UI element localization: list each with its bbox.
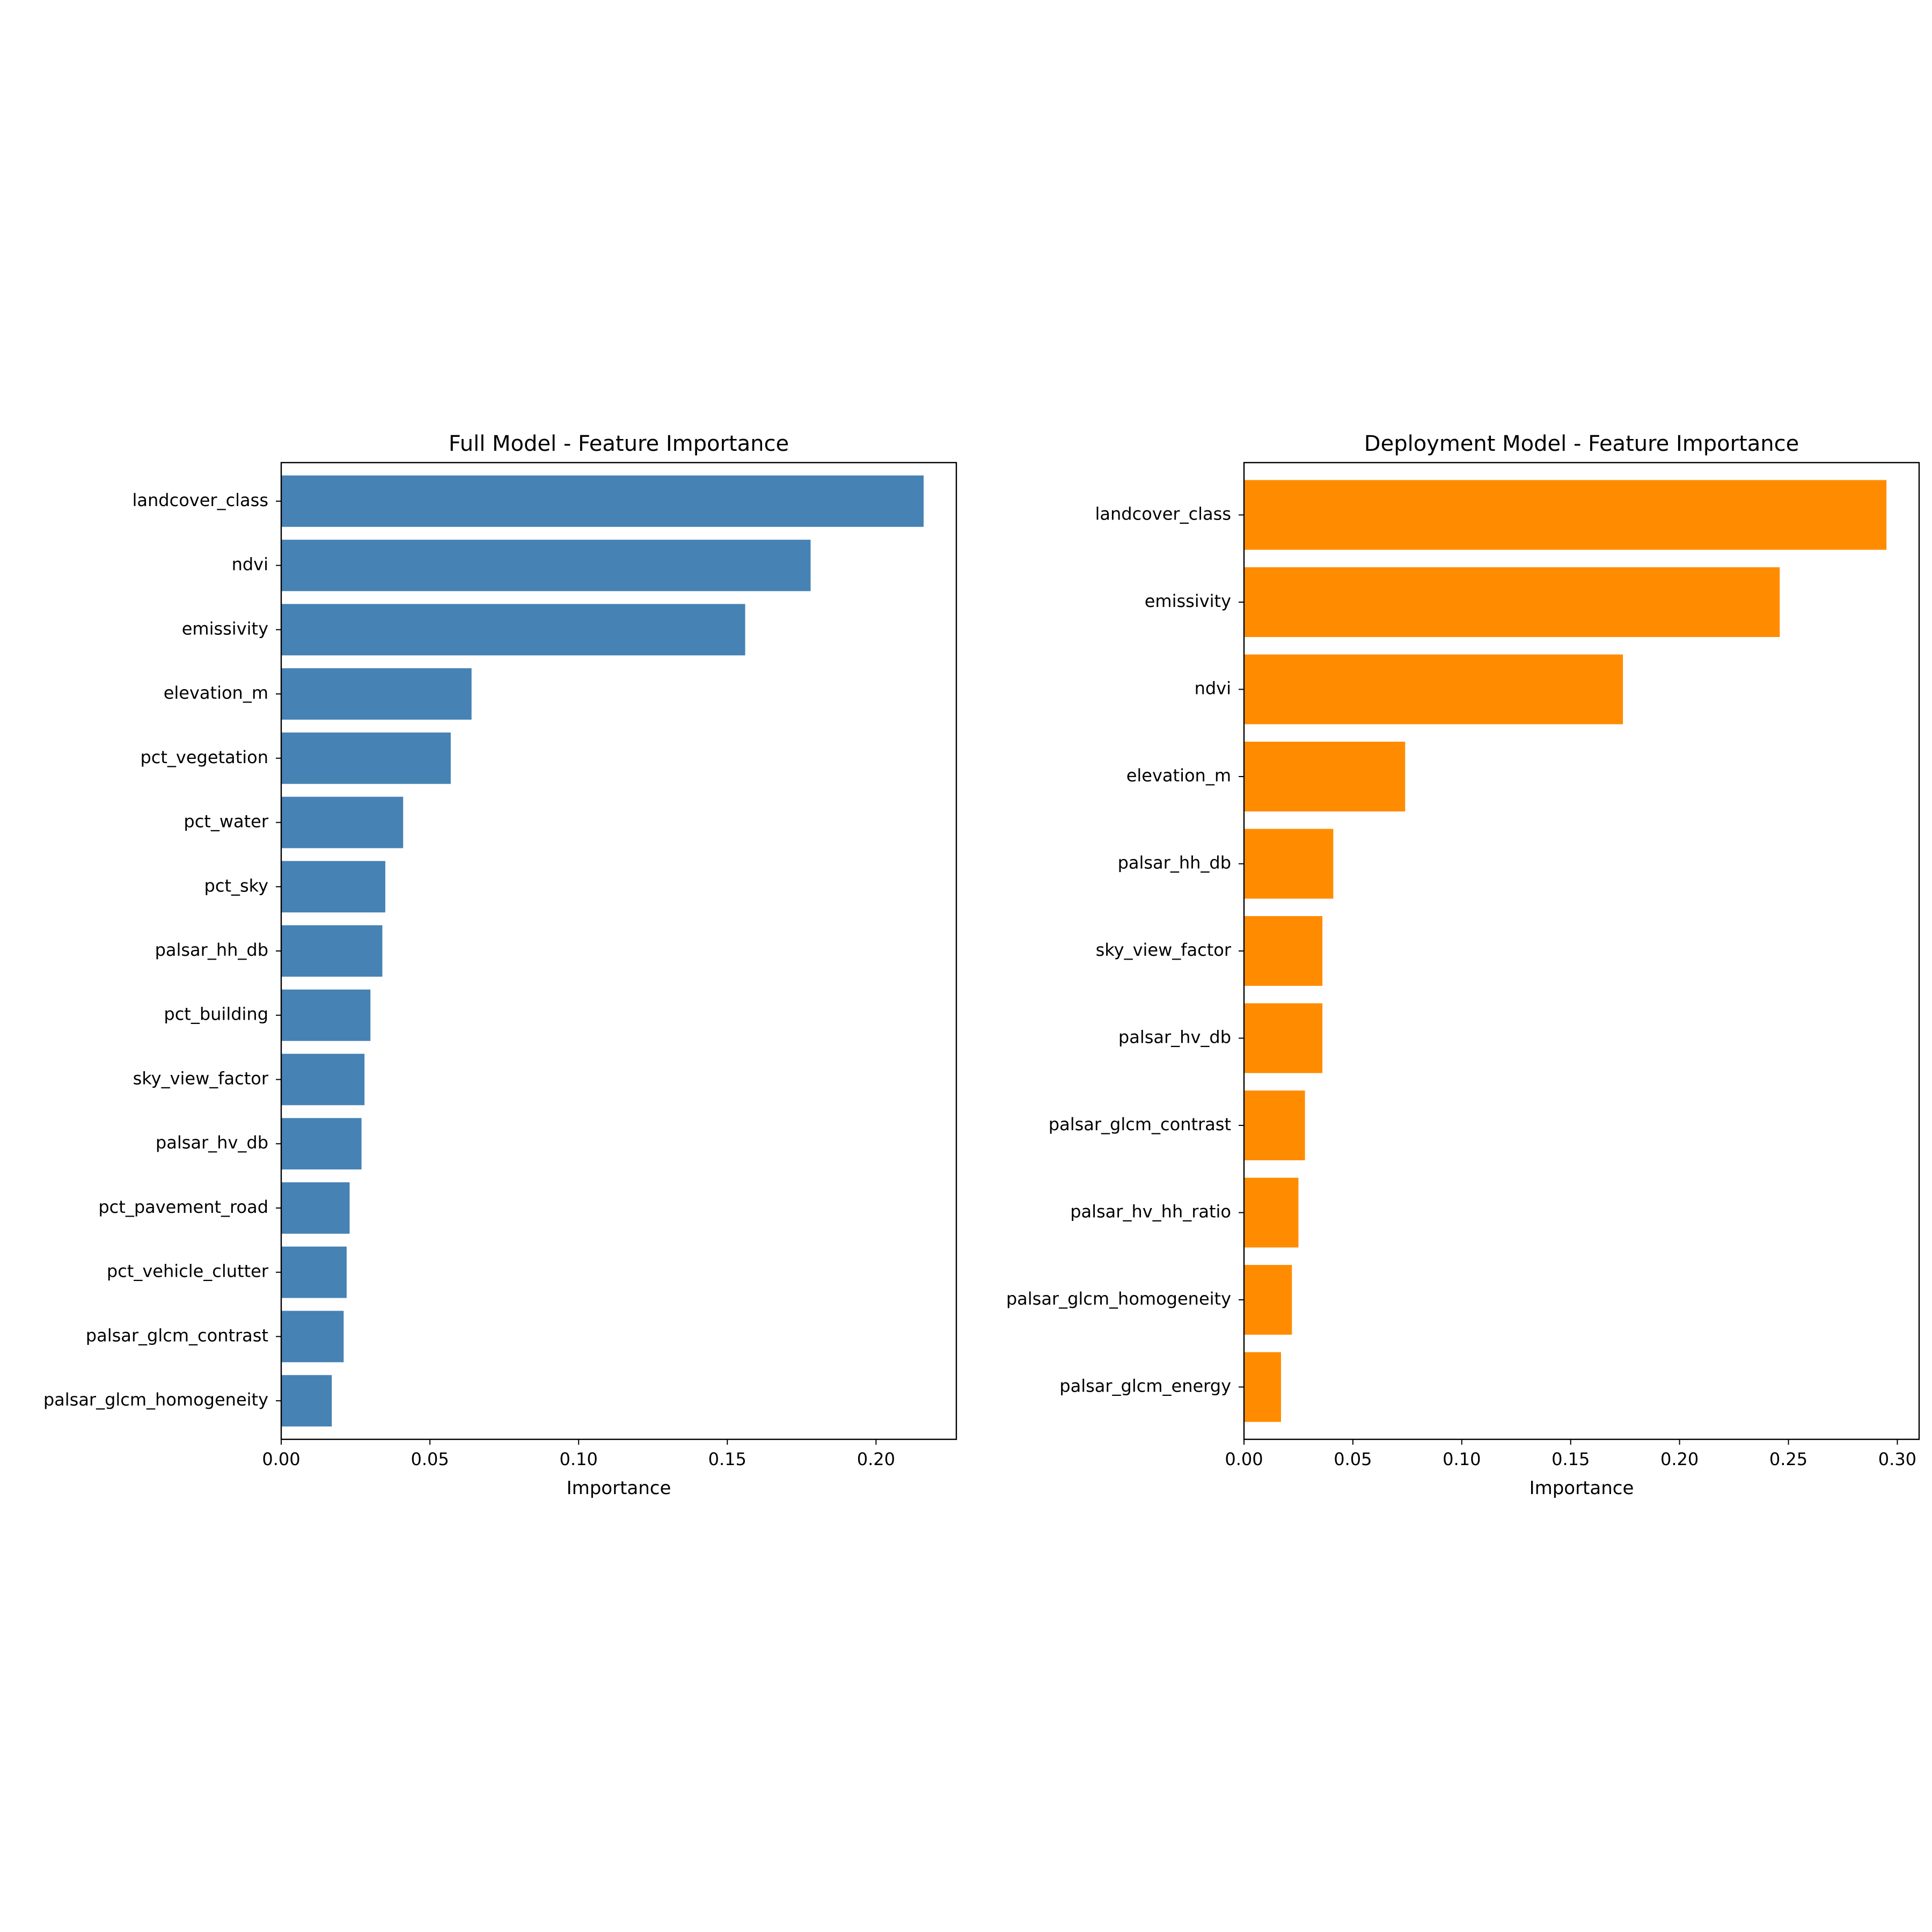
deployment-model-bar xyxy=(1244,916,1323,986)
deployment-model-ytick-label: elevation_m xyxy=(1126,765,1231,786)
full-model-xtick-label: 0.00 xyxy=(262,1449,300,1469)
full-model-ytick-label: sky_view_factor xyxy=(133,1068,269,1088)
deployment-model-ytick-label: palsar_glcm_energy xyxy=(1059,1376,1231,1396)
full-model-ytick-label: pct_pavement_road xyxy=(98,1197,268,1217)
full-model-ytick-label: palsar_hv_db xyxy=(156,1132,268,1153)
deployment-model-bar xyxy=(1244,1265,1292,1335)
deployment-model-bar xyxy=(1244,1003,1323,1073)
deployment-model-bar xyxy=(1244,480,1887,550)
full-model-bar xyxy=(281,475,924,527)
full-model-ytick-label: landcover_class xyxy=(133,490,268,510)
deployment-model-bar xyxy=(1244,742,1406,811)
deployment-model-xtick-label: 0.25 xyxy=(1769,1449,1807,1469)
deployment-model-xtick-label: 0.10 xyxy=(1443,1449,1481,1469)
full-model-ytick-label: pct_building xyxy=(164,1004,268,1024)
deployment-model-ytick-label: palsar_hv_hh_ratio xyxy=(1070,1202,1231,1222)
full-model-bar xyxy=(281,539,811,591)
full-model-bar xyxy=(281,1182,350,1234)
deployment-model-chart: landcover_class emissivity ndvi elevation_m… xyxy=(1006,431,1920,1499)
full-model-ytick-label: ndvi xyxy=(232,554,268,575)
full-model-bar xyxy=(281,1311,344,1363)
deployment-model-xtick-label: 0.20 xyxy=(1660,1449,1699,1469)
deployment-model-bar xyxy=(1244,1177,1299,1248)
full-model-ytick-label: pct_sky xyxy=(204,875,268,896)
deployment-model-ytick-label: palsar_glcm_homogeneity xyxy=(1006,1289,1231,1309)
full-model-xtick-label: 0.15 xyxy=(708,1449,747,1469)
deployment-model-xtick-label: 0.15 xyxy=(1552,1449,1590,1469)
full-model-bar xyxy=(281,989,371,1041)
deployment-model-xtick-label: 0.05 xyxy=(1334,1449,1372,1469)
full-model-bar xyxy=(281,604,745,656)
full-model-title: Full Model - Feature Importance xyxy=(449,431,789,456)
full-model-bar xyxy=(281,1375,332,1427)
deployment-model-bar xyxy=(1244,1352,1281,1422)
full-model-bar xyxy=(281,861,385,913)
full-model-ytick-label: palsar_hh_db xyxy=(155,940,268,960)
deployment-model-bar xyxy=(1244,567,1780,637)
deployment-model-xtick-label: 0.00 xyxy=(1225,1449,1263,1469)
full-model-bar xyxy=(281,1053,365,1106)
full-model-ytick-label: elevation_m xyxy=(164,683,268,703)
full-model-ytick-label: palsar_glcm_homogeneity xyxy=(43,1389,268,1410)
deployment-model-ytick-label: ndvi xyxy=(1195,678,1231,699)
deployment-model-ytick-label: landcover_class xyxy=(1095,504,1231,524)
deployment-model-bar xyxy=(1244,654,1623,724)
deployment-model-ytick-label: palsar_hv_db xyxy=(1118,1027,1231,1048)
full-model-ytick-label: palsar_glcm_contrast xyxy=(86,1325,268,1345)
deployment-model-ytick-label: sky_view_factor xyxy=(1096,940,1232,960)
full-model-ytick-label: emissivity xyxy=(182,618,268,639)
full-model-xtick-label: 0.05 xyxy=(411,1449,449,1469)
deployment-model-ytick-label: emissivity xyxy=(1145,591,1231,611)
full-model-xtick-label: 0.10 xyxy=(560,1449,598,1469)
deployment-model-bar xyxy=(1244,829,1334,899)
deployment-model-xtick-label: 0.30 xyxy=(1878,1449,1916,1469)
full-model-bar xyxy=(281,925,383,977)
full-model-bar xyxy=(281,796,404,848)
full-model-ytick-label: pct_vegetation xyxy=(140,747,268,767)
deployment-model-xaxis-label: Importance xyxy=(1529,1477,1634,1499)
full-model-xtick-label: 0.20 xyxy=(857,1449,895,1469)
deployment-model-ytick-label: palsar_hh_db xyxy=(1118,853,1231,873)
full-model-bar xyxy=(281,732,451,784)
full-model-xaxis-label: Importance xyxy=(567,1477,671,1499)
deployment-model-ytick-label: palsar_glcm_contrast xyxy=(1049,1114,1231,1135)
deployment-model-title: Deployment Model - Feature Importance xyxy=(1364,431,1799,456)
full-model-bar xyxy=(281,1118,362,1170)
full-model-bar xyxy=(281,668,472,720)
full-model-ytick-label: pct_vehicle_clutter xyxy=(107,1261,269,1282)
full-model-ytick-label: pct_water xyxy=(184,811,268,832)
deployment-model-bar xyxy=(1244,1091,1305,1160)
full-model-bar xyxy=(281,1246,347,1298)
